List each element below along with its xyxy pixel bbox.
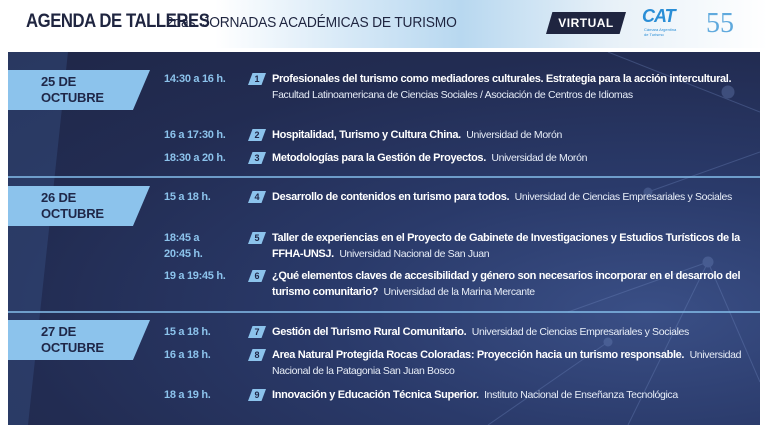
date-label-25: 25 DE OCTUBRE xyxy=(8,70,150,110)
session-text: Metodologías para la Gestión de Proyecto… xyxy=(272,150,752,166)
session-title: Innovación y Educación Técnica Superior. xyxy=(272,389,479,401)
date-label-27: 27 DE OCTUBRE xyxy=(8,320,150,360)
date-label-26: 26 DE OCTUBRE xyxy=(8,186,150,226)
page-title: AGENDA DE TALLERES xyxy=(26,11,210,32)
session-institution: Universidad de la Marina Mercante xyxy=(383,286,535,298)
session-institution: Universidad Nacional de San Juan xyxy=(339,248,490,260)
session-time: 18:45 a 20:45 h. xyxy=(164,232,203,260)
session-text: ¿Qué elementos claves de accesibilidad y… xyxy=(272,268,752,300)
session-time: 16 a 17:30 h. xyxy=(164,129,226,141)
session-title: Desarrollo de contenidos en turismo para… xyxy=(272,191,510,203)
session-number-badge: 5 xyxy=(248,232,266,244)
anniversary-logo: 55 xyxy=(706,8,734,39)
session-time: 18:30 a 20 h. xyxy=(164,152,226,164)
session-title: Hospitalidad, Turismo y Cultura China. xyxy=(272,129,461,141)
cat-logo: CAT Cámara Argentina de Turismo 55 xyxy=(640,6,734,42)
session-number-badge: 4 xyxy=(248,191,266,203)
session-institution: Universidad Nacional de la Patagonia San… xyxy=(272,349,742,377)
session-number-badge: 9 xyxy=(248,389,266,401)
session-time: 18 a 19 h. xyxy=(164,389,211,401)
section-divider xyxy=(8,176,760,178)
session-number-badge: 6 xyxy=(248,270,266,282)
session-institution: Universidad de Morón xyxy=(466,129,562,141)
session-text: Area Natural Protegida Rocas Coloradas: … xyxy=(272,347,752,379)
session-time: 14:30 a 16 h. xyxy=(164,73,226,85)
session-text: Hospitalidad, Turismo y Cultura China. U… xyxy=(272,127,752,143)
session-text: Innovación y Educación Técnica Superior.… xyxy=(272,387,752,403)
session-institution: Universidad de Ciencias Empresariales y … xyxy=(514,191,733,203)
header: AGENDA DE TALLERES 2das. JORNADAS ACADÉM… xyxy=(0,0,768,48)
session-time: 16 a 18 h. xyxy=(164,349,211,361)
session-institution: Instituto Nacional de Enseñanza Tecnológ… xyxy=(484,389,678,401)
session-institution: Universidad de Ciencias Empresariales y … xyxy=(471,326,690,338)
section-divider xyxy=(8,311,760,313)
session-institution: Facultad Latinoamericana de Ciencias Soc… xyxy=(272,89,633,101)
session-title: Taller de experiencias en el Proyecto de… xyxy=(272,232,740,260)
session-institution: Universidad de Morón xyxy=(491,152,588,164)
logo-text: CAT xyxy=(642,6,676,26)
session-text: Taller de experiencias en el Proyecto de… xyxy=(272,230,752,262)
agenda-panel: 25 DE OCTUBRE 26 DE OCTUBRE 27 DE OCTUBRE 1… xyxy=(8,52,760,425)
session-number-badge: 7 xyxy=(248,326,266,338)
session-number-badge: 3 xyxy=(248,152,266,164)
session-time: 19 a 19:45 h. xyxy=(164,270,226,282)
session-number-badge: 1 xyxy=(248,73,266,85)
event-subtitle: 2das. JORNADAS ACADÉMICAS DE TURISMO xyxy=(166,14,457,31)
session-title: Profesionales del turismo como mediadore… xyxy=(272,73,732,85)
session-title: Metodologías para la Gestión de Proyecto… xyxy=(272,152,486,164)
session-number-badge: 8 xyxy=(248,349,266,361)
session-time: 15 a 18 h. xyxy=(164,326,211,338)
session-title: ¿Qué elementos claves de accesibilidad y… xyxy=(272,270,741,298)
session-time: 15 a 18 h. xyxy=(164,191,211,203)
session-title: Gestión del Turismo Rural Comunitario. xyxy=(272,326,467,338)
virtual-badge: VIRTUAL xyxy=(546,12,626,34)
session-number-badge: 2 xyxy=(248,129,266,141)
logo-caption: Cámara Argentina de Turismo xyxy=(644,27,677,37)
session-text: Gestión del Turismo Rural Comunitario. U… xyxy=(272,324,752,340)
session-text: Desarrollo de contenidos en turismo para… xyxy=(272,189,752,205)
session-text: Profesionales del turismo como mediadore… xyxy=(272,71,752,103)
session-title: Area Natural Protegida Rocas Coloradas: … xyxy=(272,349,685,361)
